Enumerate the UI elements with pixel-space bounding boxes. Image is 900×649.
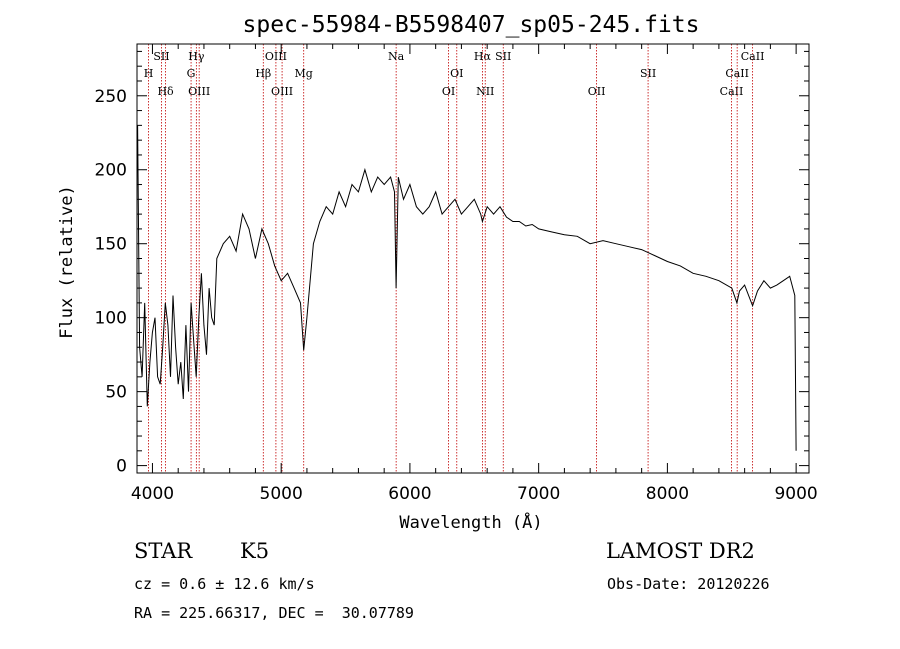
line-marker-label-10: Na — [388, 50, 405, 63]
line-marker-label-20: CaII — [741, 50, 765, 63]
chart-title: spec-55984-B5598407_sp05-245.fits — [243, 12, 700, 38]
line-marker-label-12: OI — [450, 67, 463, 80]
x-tick-label-0: 4000 — [131, 484, 174, 504]
x-tick-label-5: 9000 — [774, 484, 817, 504]
object-subclass: K5 — [240, 539, 270, 563]
line-marker-label-15: SII — [495, 50, 511, 63]
y-tick-label-4: 200 — [95, 161, 127, 181]
x-axis-ticks: 4000 5000 6000 7000 8000 9000 — [131, 44, 818, 504]
y-tick-label-2: 100 — [95, 309, 127, 329]
y-axis-ticks: 0 50 100 150 200 250 — [95, 50, 809, 477]
line-marker-label-9: Mg — [295, 67, 313, 80]
redshift-value: cz = 0.6 ± 12.6 km/s — [134, 575, 315, 593]
line-marker-label-14: NII — [476, 85, 494, 98]
line-marker-label-11: OI — [442, 85, 455, 98]
line-marker-label-13: Hα — [474, 50, 492, 63]
x-tick-label-4: 8000 — [646, 484, 689, 504]
x-tick-label-2: 6000 — [388, 484, 431, 504]
line-marker-label-4: Hγ — [188, 50, 205, 63]
emission-line-markers: HSIIHδGHγOIIIHβOIIIOIIIMgNaOIOIHαNIISIIO… — [144, 44, 765, 473]
line-marker-label-17: SII — [640, 67, 656, 80]
observation-date: Obs-Date: 20120226 — [607, 575, 770, 593]
coordinates: RA = 225.66317, DEC = 30.07789 — [134, 604, 414, 622]
y-tick-label-1: 50 — [105, 383, 127, 403]
line-marker-label-5: OIII — [188, 85, 210, 98]
y-axis-label: Flux (relative) — [57, 185, 77, 339]
y-tick-label-3: 150 — [95, 235, 127, 255]
y-tick-label-5: 250 — [95, 87, 127, 107]
x-tick-label-1: 5000 — [260, 484, 303, 504]
line-marker-label-7: OIII — [265, 50, 287, 63]
line-marker-label-0: H — [144, 67, 154, 80]
x-tick-label-3: 7000 — [517, 484, 560, 504]
line-marker-label-19: CaII — [725, 67, 749, 80]
line-marker-label-6: Hβ — [255, 67, 271, 80]
line-marker-label-18: CaII — [720, 85, 744, 98]
line-marker-label-3: G — [187, 67, 196, 80]
line-marker-label-8: OIII — [271, 85, 293, 98]
line-marker-label-16: OII — [588, 85, 606, 98]
object-class: STAR — [134, 539, 193, 563]
line-marker-label-2: Hδ — [157, 85, 174, 98]
spectrum-line — [137, 125, 797, 451]
survey-name: LAMOST DR2 — [606, 539, 755, 563]
x-axis-label: Wavelength (Å) — [399, 511, 542, 533]
line-marker-label-1: SII — [153, 50, 169, 63]
plot-frame — [136, 43, 810, 474]
y-tick-label-0: 0 — [116, 457, 127, 477]
